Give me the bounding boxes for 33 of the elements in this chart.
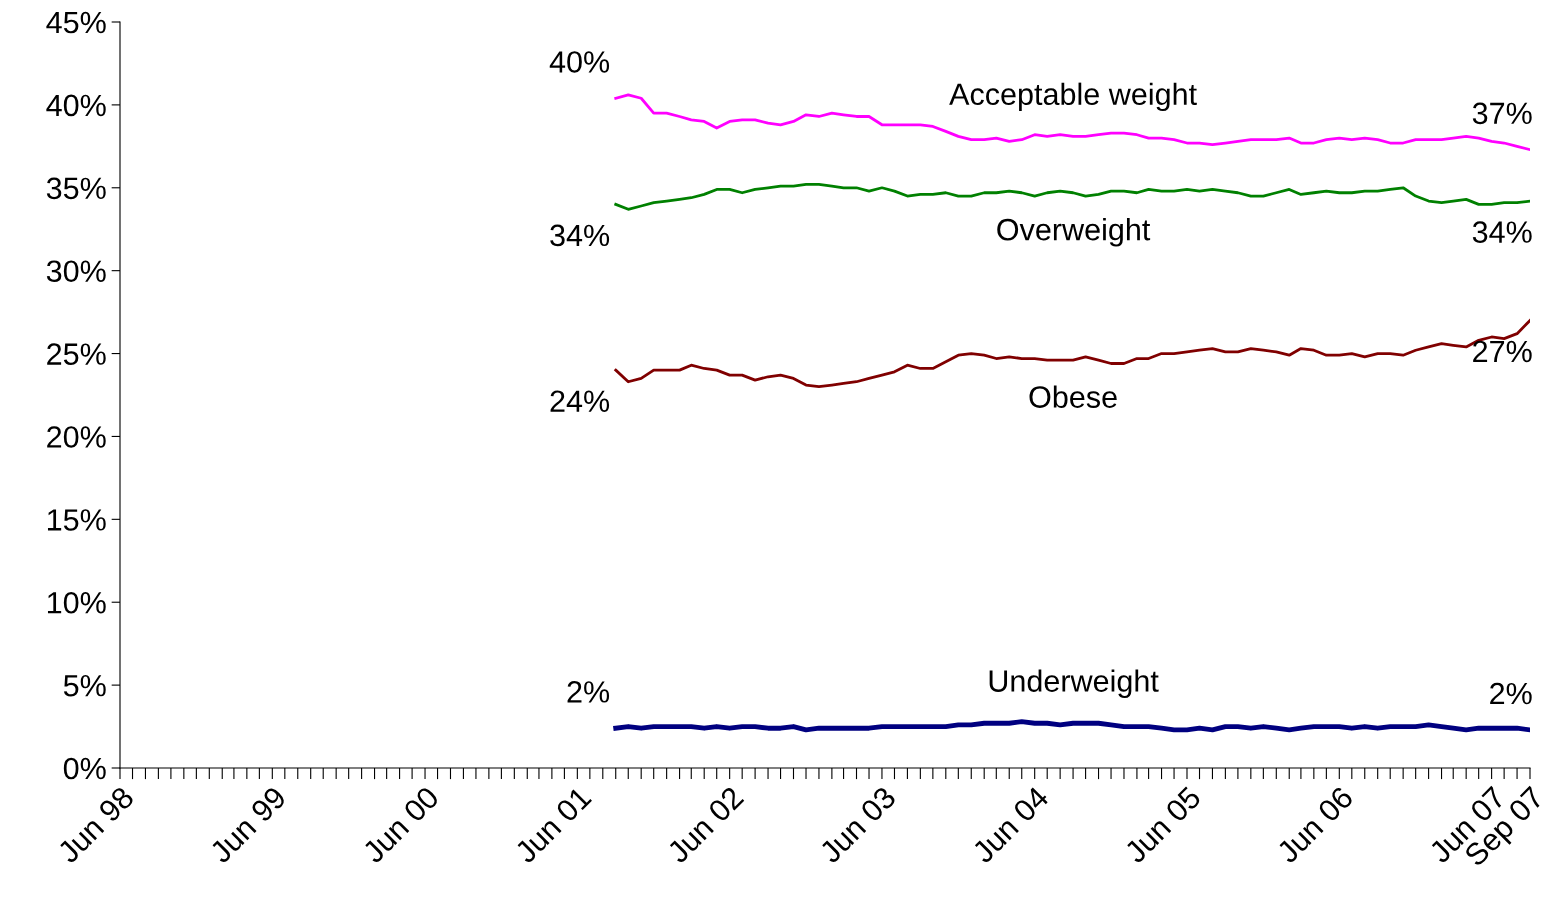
data-label: 37% — [1472, 102, 1532, 125]
x-tick-label: Jun 00 — [361, 785, 441, 865]
data-label: 34% — [550, 224, 610, 247]
line-series — [614, 183, 1530, 211]
data-label: 40% — [549, 51, 610, 73]
x-tick-label: Jun 99 — [208, 785, 288, 865]
y-tick-label: 45% — [46, 11, 106, 34]
y-tick-label: 35% — [46, 177, 106, 200]
data-label: 2% — [567, 681, 610, 703]
data-label: 24% — [550, 390, 610, 412]
y-tick-label: 25% — [47, 343, 106, 365]
x-tick-label: Jun 05 — [1123, 785, 1202, 865]
series-label: Underweight — [989, 669, 1159, 698]
line-series — [613, 719, 1530, 733]
y-tick-label: 5% — [63, 674, 106, 697]
y-tick-label: 20% — [47, 426, 106, 448]
x-tick-label: Jun 06 — [1275, 785, 1355, 865]
x-tick-label: Jun 04 — [970, 785, 1050, 865]
y-tick-label: 15% — [47, 509, 106, 531]
data-label: 2% — [1490, 682, 1532, 705]
y-tick-label: 10% — [47, 591, 106, 614]
data-label: 34% — [1472, 221, 1532, 243]
x-tick-label: Jun 98 — [56, 785, 135, 865]
series-label: Overweight — [997, 218, 1151, 247]
y-tick-label: 0% — [63, 757, 106, 780]
series-label: Acceptable weight — [949, 82, 1197, 112]
data-label: 27% — [1473, 340, 1532, 363]
y-tick-label: 40% — [46, 94, 106, 117]
y-tick-label: 30% — [46, 260, 106, 283]
x-tick-label: Jun 01 — [513, 785, 593, 865]
x-tick-label: Jun 02 — [665, 785, 745, 865]
series-label: Obese — [1029, 385, 1117, 408]
x-tick-label: Jun 03 — [818, 785, 897, 865]
